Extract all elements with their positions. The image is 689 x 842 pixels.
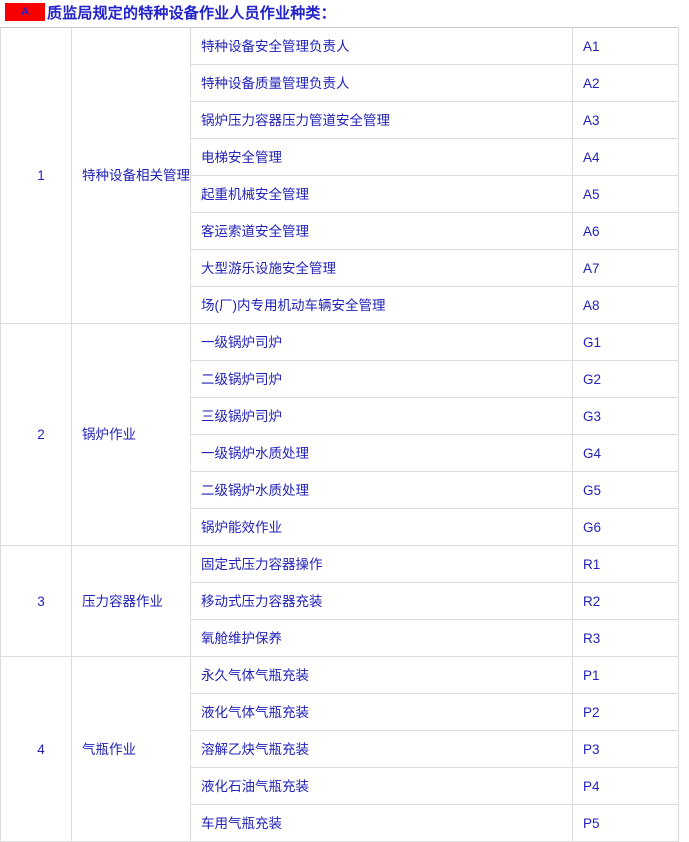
group-category-label: 气瓶作业 [82,741,136,757]
table-row: 1 特种设备相关管理 特种设备安全管理负责人 A1 [0,27,679,324]
job-name-cell: 溶解乙炔气瓶充装 [190,730,573,768]
job-code-cell: G6 [572,508,679,546]
job-name-cell: 固定式压力容器操作 [190,545,573,583]
table-row: 4 气瓶作业 永久气体气瓶充装 P1 [0,656,679,842]
job-name-cell: 客运索道安全管理 [190,212,573,250]
job-name-cell: 锅炉能效作业 [190,508,573,546]
table-row: 起重机械安全管理 A5 [1,175,679,213]
job-name-cell: 起重机械安全管理 [190,175,573,213]
job-code-cell: G4 [572,434,679,472]
group-category-cell: 锅炉作业 [71,323,191,546]
group-number-cell: 4 [0,656,72,842]
table-row: 氧舱维护保养 R3 [1,619,679,657]
table-row: 2 锅炉作业 一级锅炉司炉 G1 [0,323,679,546]
job-name-cell: 电梯安全管理 [190,138,573,176]
section-letter-badge: A [5,3,45,21]
job-code-cell: G3 [572,397,679,435]
job-name-cell: 移动式压力容器充装 [190,582,573,620]
job-code-cell: P4 [572,767,679,805]
table-row: 特种设备质量管理负责人 A2 [1,64,679,102]
job-name-cell: 一级锅炉水质处理 [190,434,573,472]
table-row: 大型游乐设施安全管理 A7 [1,249,679,287]
job-code-cell: G1 [572,323,679,361]
job-code-cell: G2 [572,360,679,398]
group-category-cell: 压力容器作业 [71,545,191,657]
job-name-cell: 特种设备质量管理负责人 [190,64,573,102]
job-name-cell: 二级锅炉司炉 [190,360,573,398]
job-code-cell: A1 [572,27,679,65]
table-row: 溶解乙炔气瓶充装 P3 [1,730,679,768]
table-row: 电梯安全管理 A4 [1,138,679,176]
group-category-cell: 气瓶作业 [71,656,191,842]
table-row: 客运索道安全管理 A6 [1,212,679,250]
job-name-cell: 一级锅炉司炉 [190,323,573,361]
table-row: 车用气瓶充装 P5 [1,804,679,842]
job-code-cell: A8 [572,286,679,324]
job-code-cell: P1 [572,656,679,694]
job-code-cell: A4 [572,138,679,176]
job-code-cell: A6 [572,212,679,250]
group-number-cell: 3 [0,545,72,657]
job-name-cell: 二级锅炉水质处理 [190,471,573,509]
job-code-cell: G5 [572,471,679,509]
job-code-cell: A7 [572,249,679,287]
group-number-cell: 2 [0,323,72,546]
job-name-cell: 车用气瓶充装 [190,804,573,842]
table-row: 二级锅炉水质处理 G5 [1,471,679,509]
job-code-cell: R1 [572,545,679,583]
table-row: 一级锅炉水质处理 G4 [1,434,679,472]
job-name-cell: 氧舱维护保养 [190,619,573,657]
table-row: 二级锅炉司炉 G2 [1,360,679,398]
table-body: 1 特种设备相关管理 特种设备安全管理负责人 A1 特种设备质量管理负责人 A2 锅炉压力容… [0,27,679,842]
group-category-label: 压力容器作业 [82,593,163,609]
table-row: 液化石油气瓶充装 P4 [1,767,679,805]
group-number-cell: 1 [0,27,72,324]
job-code-cell: R3 [572,619,679,657]
page-title: 质监局规定的特种设备作业人员作业种类： [47,4,336,22]
table-row: 3 压力容器作业 固定式压力容器操作 R1 [0,545,679,657]
job-name-cell: 特种设备安全管理负责人 [190,27,573,65]
job-code-cell: P5 [572,804,679,842]
page-title-bar: A 质监局规定的特种设备作业人员作业种类： [0,0,689,27]
table-row: 锅炉能效作业 G6 [1,508,679,546]
job-name-cell: 三级锅炉司炉 [190,397,573,435]
group-category-label: 锅炉作业 [82,427,136,442]
job-name-cell: 液化石油气瓶充装 [190,767,573,805]
group-category-cell: 特种设备相关管理 [71,27,191,324]
job-code-cell: A2 [572,64,679,102]
job-name-cell: 永久气体气瓶充装 [190,656,573,694]
job-code-cell: A5 [572,175,679,213]
job-name-cell: 大型游乐设施安全管理 [190,249,573,287]
job-code-cell: P3 [572,730,679,768]
job-code-cell: P2 [572,693,679,731]
table-row: 移动式压力容器充装 R2 [1,582,679,620]
job-code-cell: A3 [572,101,679,139]
job-name-cell: 锅炉压力容器压力管道安全管理 [190,101,573,139]
special-equipment-category-table: 1 特种设备相关管理 特种设备安全管理负责人 A1 特种设备质量管理负责人 A2 锅炉压力容… [0,27,679,842]
group-category-label: 特种设备相关管理 [82,168,190,183]
job-name-cell: 场(厂)内专用机动车辆安全管理 [190,286,573,324]
table-row: 场(厂)内专用机动车辆安全管理 A8 [1,286,679,324]
job-code-cell: R2 [572,582,679,620]
table-row: 液化气体气瓶充装 P2 [1,693,679,731]
job-name-cell: 液化气体气瓶充装 [190,693,573,731]
